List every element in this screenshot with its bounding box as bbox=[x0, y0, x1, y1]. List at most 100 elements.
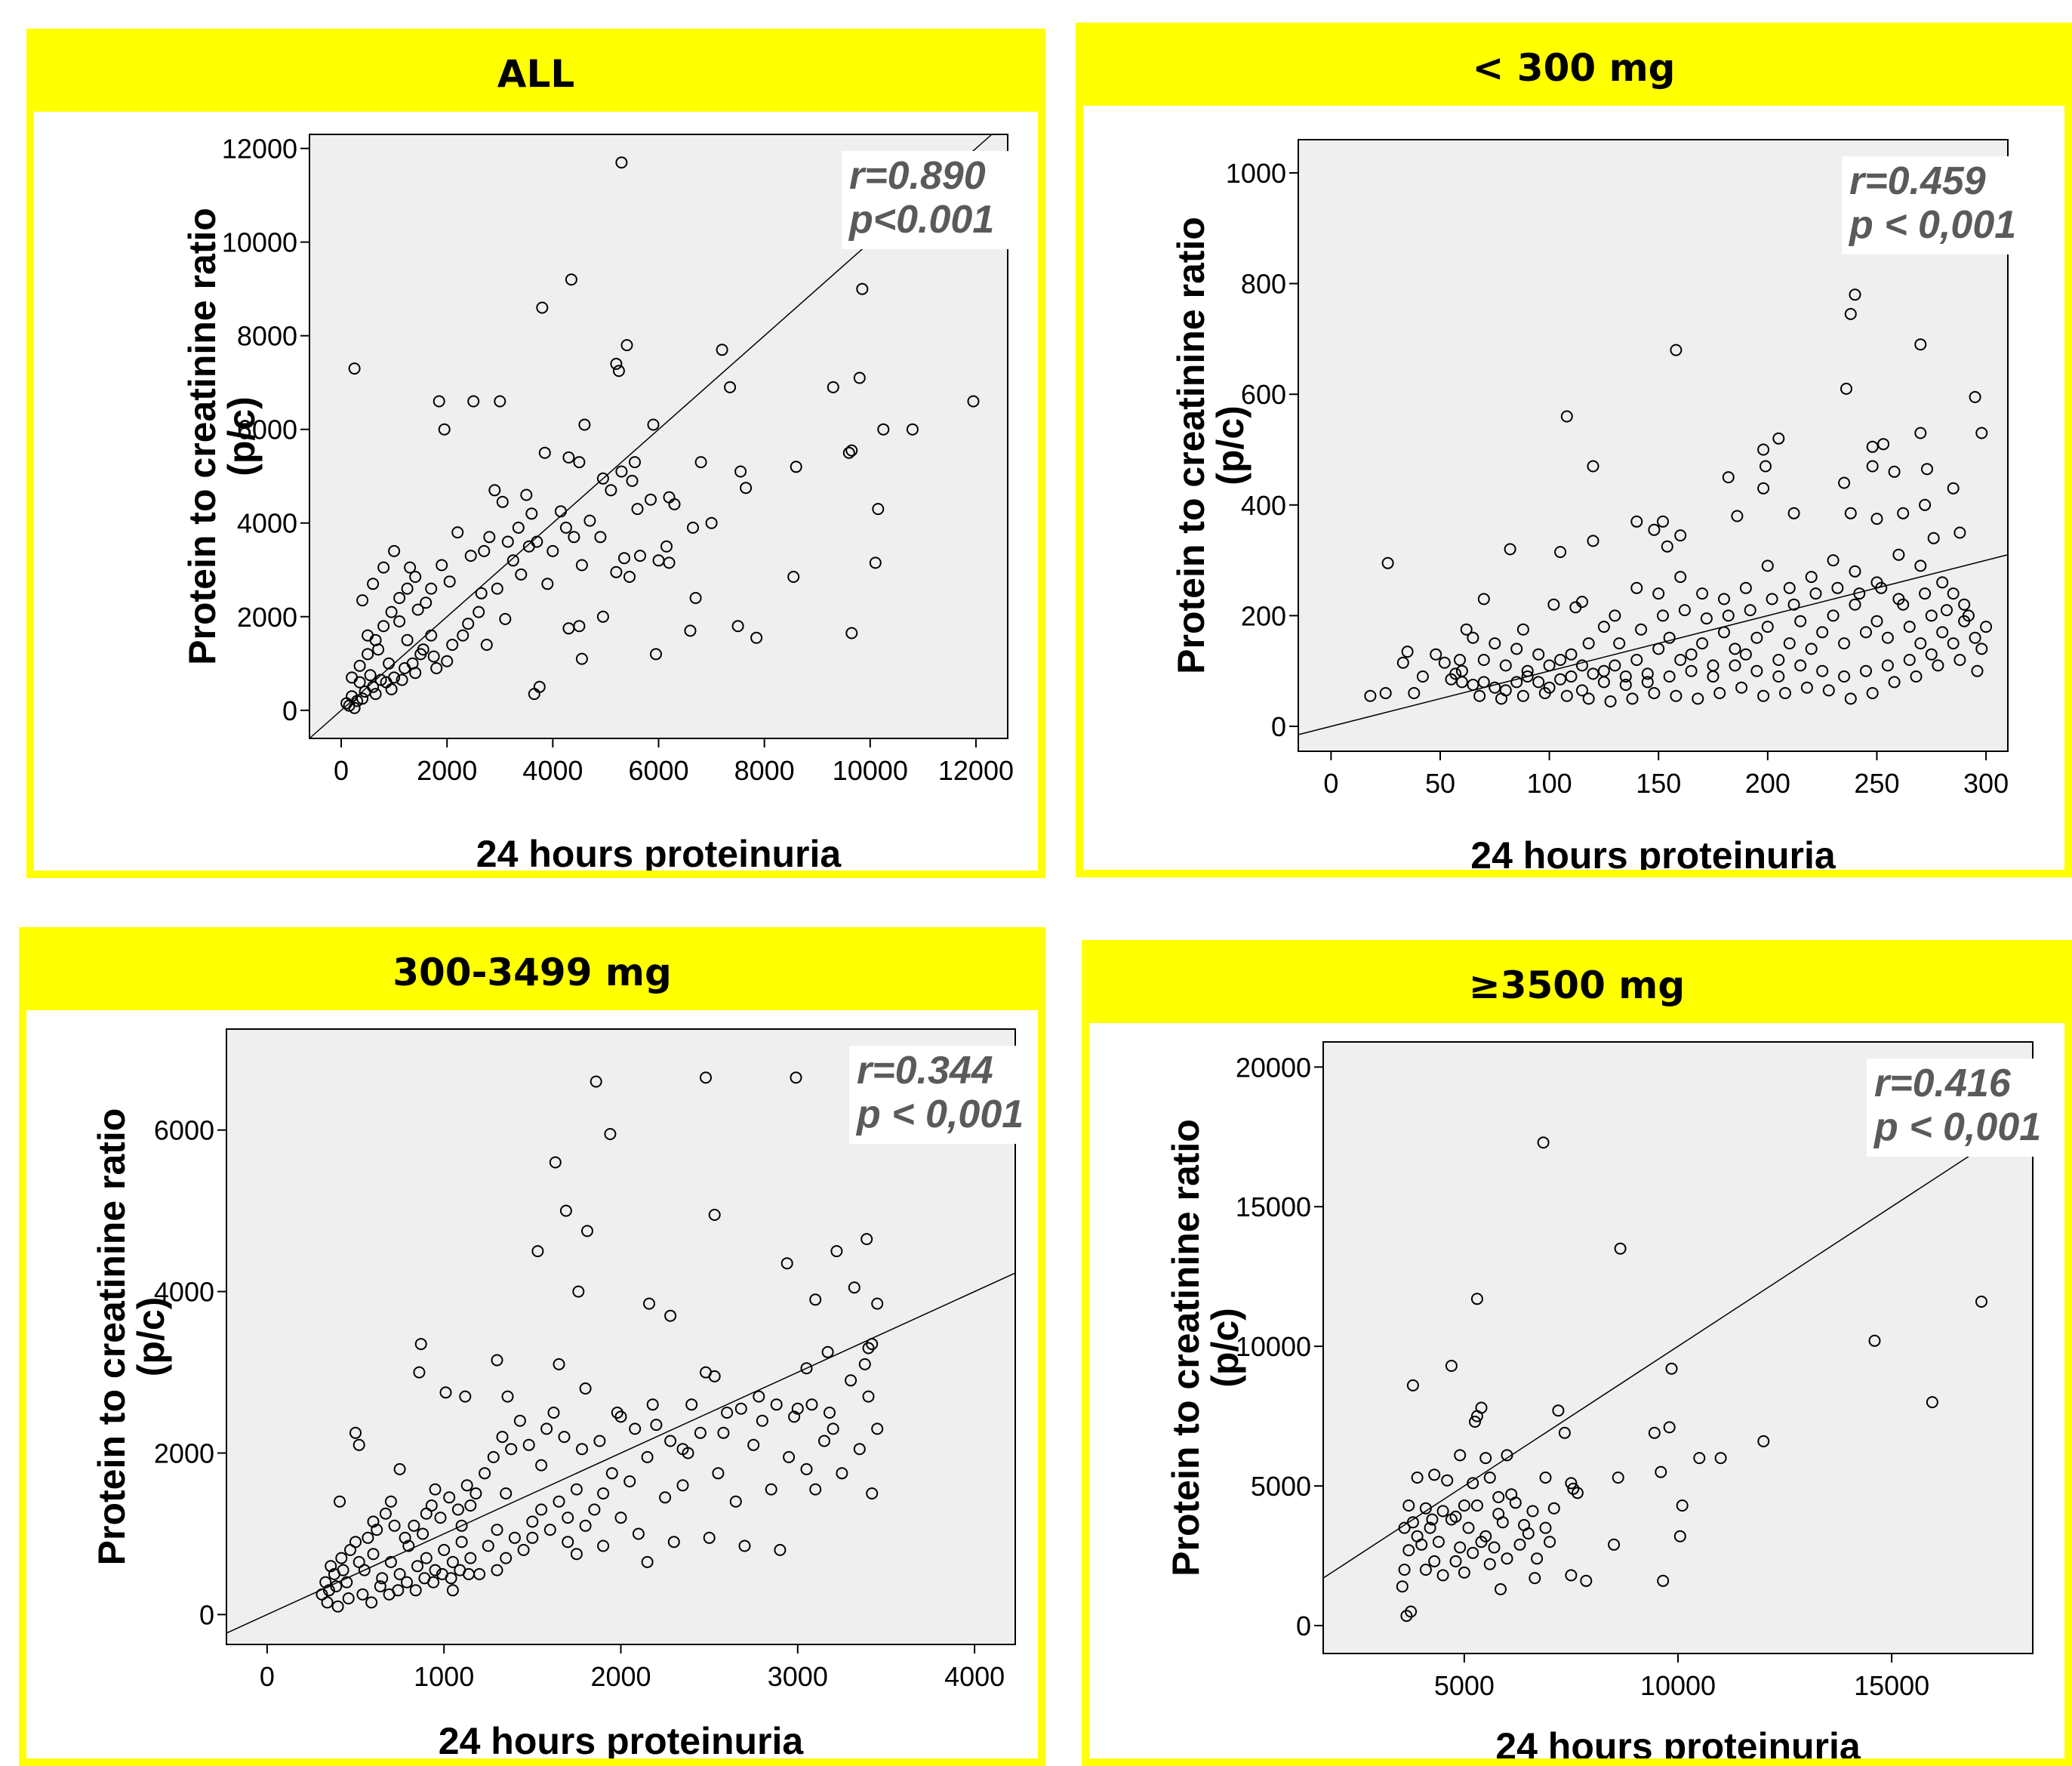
data-point bbox=[610, 357, 623, 370]
data-point bbox=[1547, 1502, 1560, 1515]
panel-300-3499: 300-3499 mg 0 1000 2000 3000 4000 0 2000 4000 60… bbox=[19, 927, 1045, 1766]
data-point bbox=[505, 1443, 518, 1456]
x-axis-label: 24 hours proteinuria bbox=[1495, 1725, 1861, 1758]
data-point bbox=[1445, 1360, 1458, 1372]
annotation-box bbox=[849, 1046, 1030, 1144]
data-point bbox=[506, 554, 519, 567]
scatter-plot-ge3500: 5000 10000 15000 0 5000 10000 15000 20000 24 hou… bbox=[1165, 1041, 2048, 1758]
data-point bbox=[1670, 344, 1683, 356]
data-point bbox=[643, 1297, 655, 1310]
data-point bbox=[1866, 440, 1879, 453]
data-point bbox=[479, 1467, 491, 1480]
data-point bbox=[578, 418, 591, 431]
data-points bbox=[316, 1071, 884, 1613]
data-point bbox=[664, 1435, 677, 1447]
data-point bbox=[1718, 593, 1730, 606]
data-point bbox=[340, 1576, 353, 1589]
data-point bbox=[1947, 587, 1960, 600]
data-point bbox=[626, 474, 639, 487]
data-point bbox=[583, 514, 596, 527]
data-point bbox=[1925, 648, 1938, 661]
data-point bbox=[594, 531, 607, 544]
x-tick-label: 6000 bbox=[628, 755, 688, 786]
data-point bbox=[362, 648, 374, 661]
data-point bbox=[1522, 1527, 1535, 1539]
data-point bbox=[393, 592, 406, 604]
data-point bbox=[483, 531, 496, 544]
x-tick-label: 8000 bbox=[734, 755, 795, 786]
data-point bbox=[1416, 670, 1429, 683]
data-point bbox=[1445, 1513, 1458, 1526]
data-point bbox=[615, 465, 628, 478]
data-point bbox=[590, 1075, 602, 1088]
data-point bbox=[1538, 687, 1551, 699]
data-point bbox=[348, 701, 361, 714]
y-tick-label: 4000 bbox=[154, 1277, 214, 1308]
data-point bbox=[700, 1071, 712, 1084]
data-point bbox=[1400, 1610, 1413, 1623]
data-point bbox=[575, 559, 588, 572]
data-point bbox=[1975, 1296, 1987, 1308]
data-points bbox=[1396, 1136, 1987, 1623]
data-point bbox=[337, 1564, 349, 1576]
correlation-r-text: r=0.416 bbox=[1874, 1062, 2012, 1105]
data-point bbox=[1479, 1452, 1492, 1465]
data-point bbox=[1657, 515, 1669, 528]
data-point bbox=[362, 1531, 374, 1544]
data-point bbox=[464, 550, 477, 562]
data-point bbox=[374, 673, 387, 686]
data-point bbox=[611, 1407, 623, 1419]
data-point bbox=[1641, 676, 1654, 689]
data-point bbox=[1919, 587, 1932, 600]
data-point bbox=[738, 1539, 751, 1552]
data-point bbox=[684, 624, 697, 637]
data-point bbox=[1892, 548, 1905, 561]
data-point bbox=[356, 1588, 369, 1601]
data-point bbox=[612, 365, 625, 378]
data-point bbox=[1539, 1521, 1552, 1534]
data-point bbox=[1735, 681, 1748, 694]
scatter-plot-300-3499: 0 1000 2000 3000 4000 0 2000 4000 6000 24 hours p… bbox=[91, 1028, 1030, 1758]
data-point bbox=[1926, 1396, 1938, 1409]
data-point bbox=[1411, 1472, 1424, 1484]
data-point bbox=[1849, 565, 1861, 578]
data-point bbox=[427, 1576, 440, 1589]
data-point bbox=[369, 633, 382, 646]
y-tick-label: 6000 bbox=[237, 415, 297, 445]
data-point bbox=[1787, 598, 1800, 611]
data-point bbox=[1673, 1530, 1686, 1543]
data-point bbox=[321, 1596, 334, 1609]
data-point bbox=[543, 1524, 556, 1536]
data-point bbox=[388, 544, 401, 557]
data-point bbox=[1419, 1564, 1432, 1576]
data-point bbox=[676, 1479, 689, 1492]
data-point bbox=[1495, 1583, 1507, 1595]
data-point bbox=[1587, 460, 1599, 473]
data-point bbox=[1787, 507, 1800, 519]
data-point bbox=[455, 1536, 468, 1549]
data-point bbox=[1713, 687, 1726, 699]
data-point bbox=[1495, 692, 1507, 705]
data-point bbox=[401, 633, 414, 646]
data-point bbox=[632, 1527, 645, 1540]
data-point bbox=[429, 1564, 442, 1576]
data-point bbox=[1406, 1379, 1419, 1392]
data-point bbox=[330, 1580, 343, 1592]
data-point bbox=[494, 395, 506, 408]
y-tick-label: 10000 bbox=[1236, 1331, 1311, 1362]
data-point bbox=[384, 1495, 397, 1508]
data-point bbox=[871, 1297, 884, 1310]
data-point bbox=[500, 1487, 513, 1499]
data-point bbox=[787, 571, 800, 583]
data-point bbox=[491, 582, 503, 595]
data-point bbox=[1470, 1410, 1483, 1422]
y-tick-label: 200 bbox=[1241, 600, 1286, 631]
data-point bbox=[800, 1462, 813, 1475]
data-point bbox=[482, 1539, 494, 1552]
data-point bbox=[406, 657, 419, 670]
data-point bbox=[1580, 1574, 1593, 1587]
data-point bbox=[331, 1600, 344, 1613]
data-point bbox=[1860, 626, 1872, 639]
data-point bbox=[650, 1419, 663, 1432]
data-point bbox=[712, 1467, 725, 1480]
